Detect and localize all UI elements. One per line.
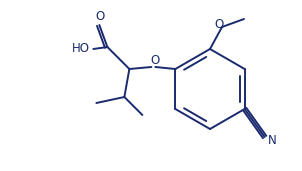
Text: O: O [214,18,223,31]
Text: O: O [151,55,160,68]
Text: O: O [96,10,105,23]
Text: HO: HO [72,42,90,55]
Text: N: N [268,134,277,147]
